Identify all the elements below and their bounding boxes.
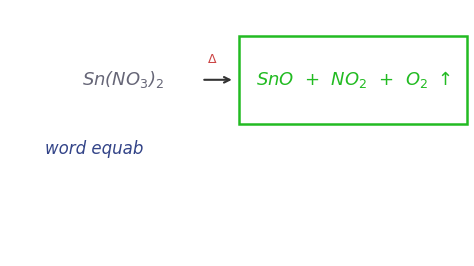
Text: SnO  +  NO$_2$  +  O$_2$ $\uparrow$: SnO + NO$_2$ + O$_2$ $\uparrow$ [256,69,450,90]
Text: word equab: word equab [45,140,144,158]
Text: $\Delta$: $\Delta$ [207,53,218,66]
Text: Sn(NO$_3$)$_2$: Sn(NO$_3$)$_2$ [82,69,164,90]
Bar [239,36,467,124]
